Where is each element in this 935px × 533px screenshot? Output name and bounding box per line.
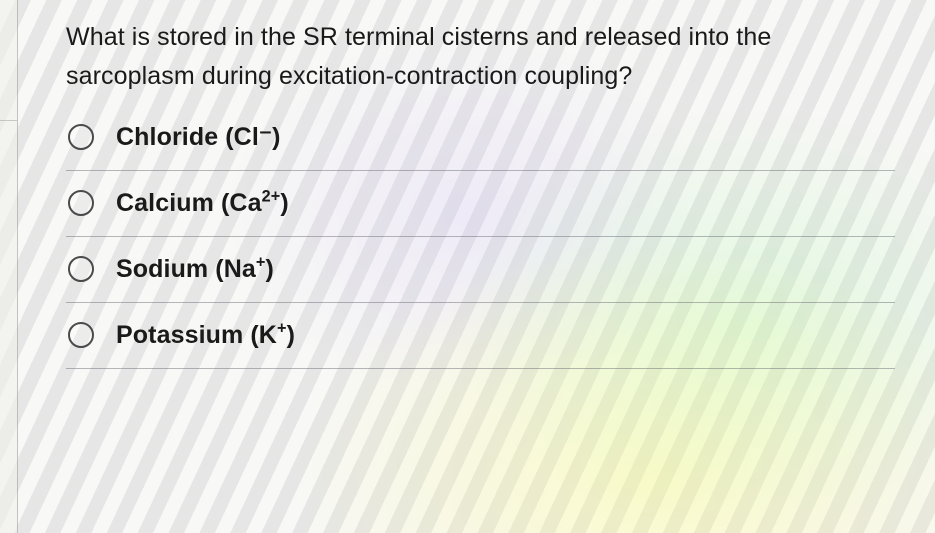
option-label: Potassium (K+) — [116, 321, 295, 350]
question-text: What is stored in the SR terminal cister… — [66, 18, 895, 96]
question-card: What is stored in the SR terminal cister… — [18, 0, 935, 369]
option-potassium[interactable]: Potassium (K+) — [66, 303, 895, 369]
option-label: Sodium (Na+) — [116, 255, 274, 284]
radio-icon[interactable] — [68, 190, 94, 216]
option-calcium[interactable]: Calcium (Ca2+) — [66, 171, 895, 237]
option-chloride[interactable]: Chloride (Cl⁻) — [66, 116, 895, 171]
option-sodium[interactable]: Sodium (Na+) — [66, 237, 895, 303]
radio-icon[interactable] — [68, 322, 94, 348]
radio-icon[interactable] — [68, 256, 94, 282]
option-label: Calcium (Ca2+) — [116, 189, 289, 218]
radio-icon[interactable] — [68, 124, 94, 150]
left-gutter — [0, 0, 18, 533]
options-list: Chloride (Cl⁻) Calcium (Ca2+) Sodium (Na… — [66, 116, 895, 369]
option-label: Chloride (Cl⁻) — [116, 122, 281, 152]
